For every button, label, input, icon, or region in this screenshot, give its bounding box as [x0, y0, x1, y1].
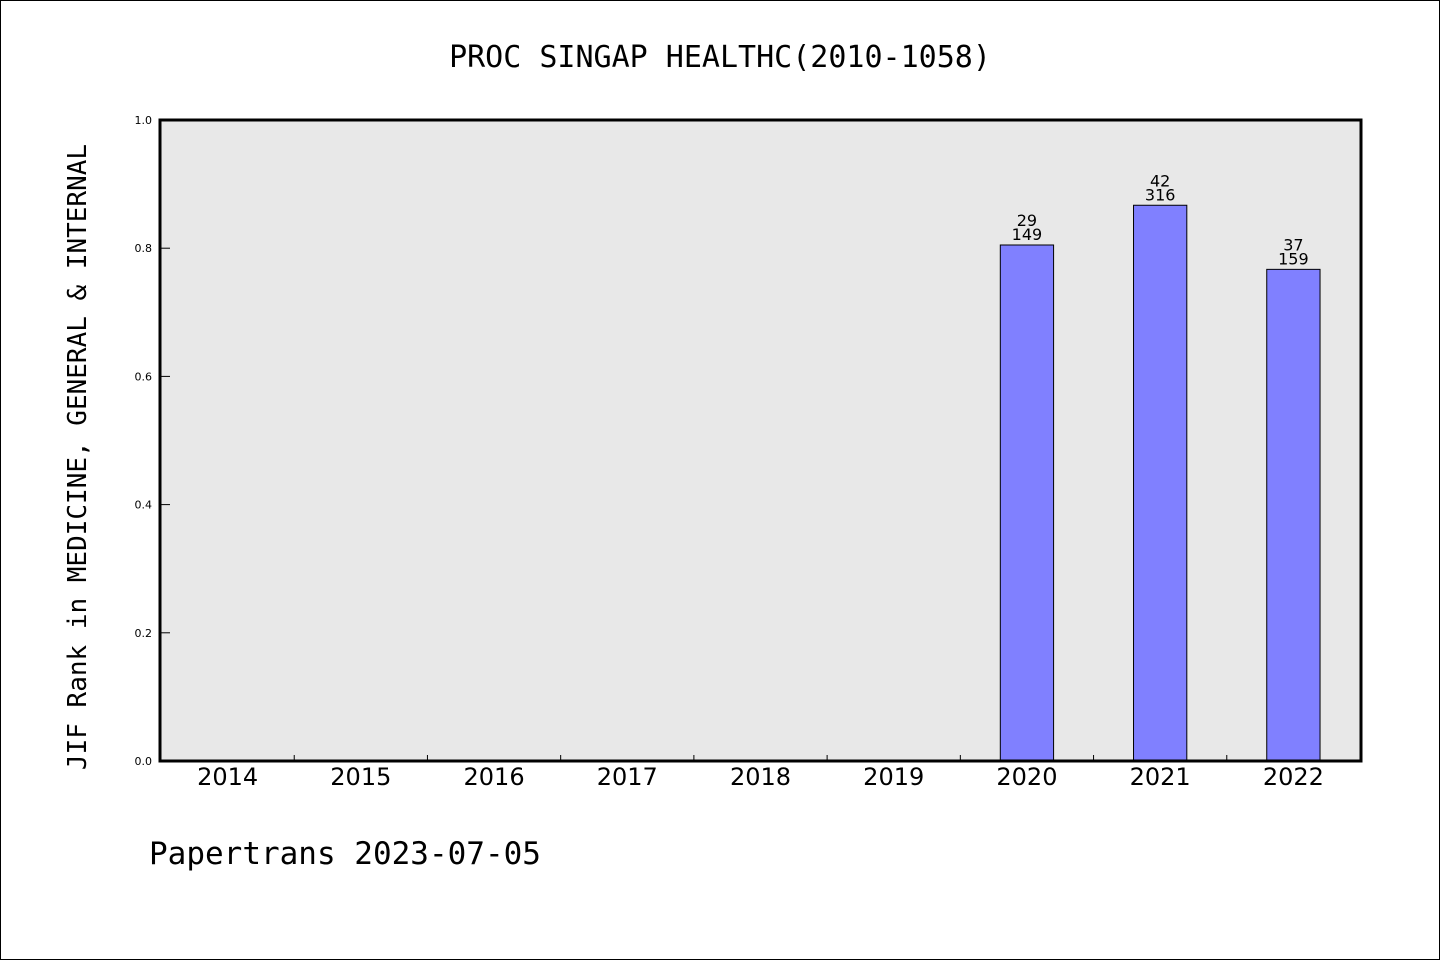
- x-tick-label: 2014: [197, 763, 258, 791]
- y-tick-label: 0.4: [135, 499, 153, 512]
- bar-2020: [999, 244, 1055, 762]
- x-tick-label: 2021: [1130, 763, 1191, 791]
- bar-total-label: 316: [1145, 185, 1176, 204]
- x-tick-label: 2022: [1263, 763, 1324, 791]
- x-tick-label: 2015: [330, 763, 391, 791]
- bar-2022: [1266, 268, 1321, 762]
- x-axis-ticks: 2014 2015 2016 2017 2018 2019 2020 2021 2022: [197, 755, 1324, 791]
- y-tick-label: 1.0: [135, 114, 153, 127]
- x-tick-label: 2020: [996, 763, 1057, 791]
- bar-rank-label: 37: [1283, 235, 1303, 254]
- y-tick-label: 0.6: [135, 370, 153, 383]
- bar-total-label: 149: [1012, 225, 1043, 244]
- y-tick-label: 0.8: [135, 242, 153, 255]
- bar-2021: [1133, 204, 1188, 762]
- x-tick-label: 2017: [597, 763, 658, 791]
- y-axis-ticks: 0.0 0.2 0.4 0.6 0.8 1.0: [135, 114, 170, 768]
- bar-series: [999, 204, 1321, 762]
- plot-border: [158, 118, 1363, 763]
- chart-title: PROC SINGAP HEALTHC(2010-1058): [449, 40, 991, 75]
- y-axis-label: JIF Rank in MEDICINE, GENERAL & INTERNAL: [63, 144, 93, 770]
- footer-credit: Papertrans 2023-07-05: [149, 836, 541, 872]
- bar-rank-label: 29: [1017, 211, 1037, 230]
- x-tick-label: 2016: [464, 763, 525, 791]
- bar-rank-label: 42: [1150, 171, 1170, 190]
- x-tick-label: 2018: [730, 763, 791, 791]
- y-tick-label: 0.0: [135, 755, 153, 768]
- x-tick-label: 2019: [863, 763, 924, 791]
- y-tick-label: 0.2: [135, 627, 153, 640]
- bar-total-label: 159: [1278, 249, 1309, 268]
